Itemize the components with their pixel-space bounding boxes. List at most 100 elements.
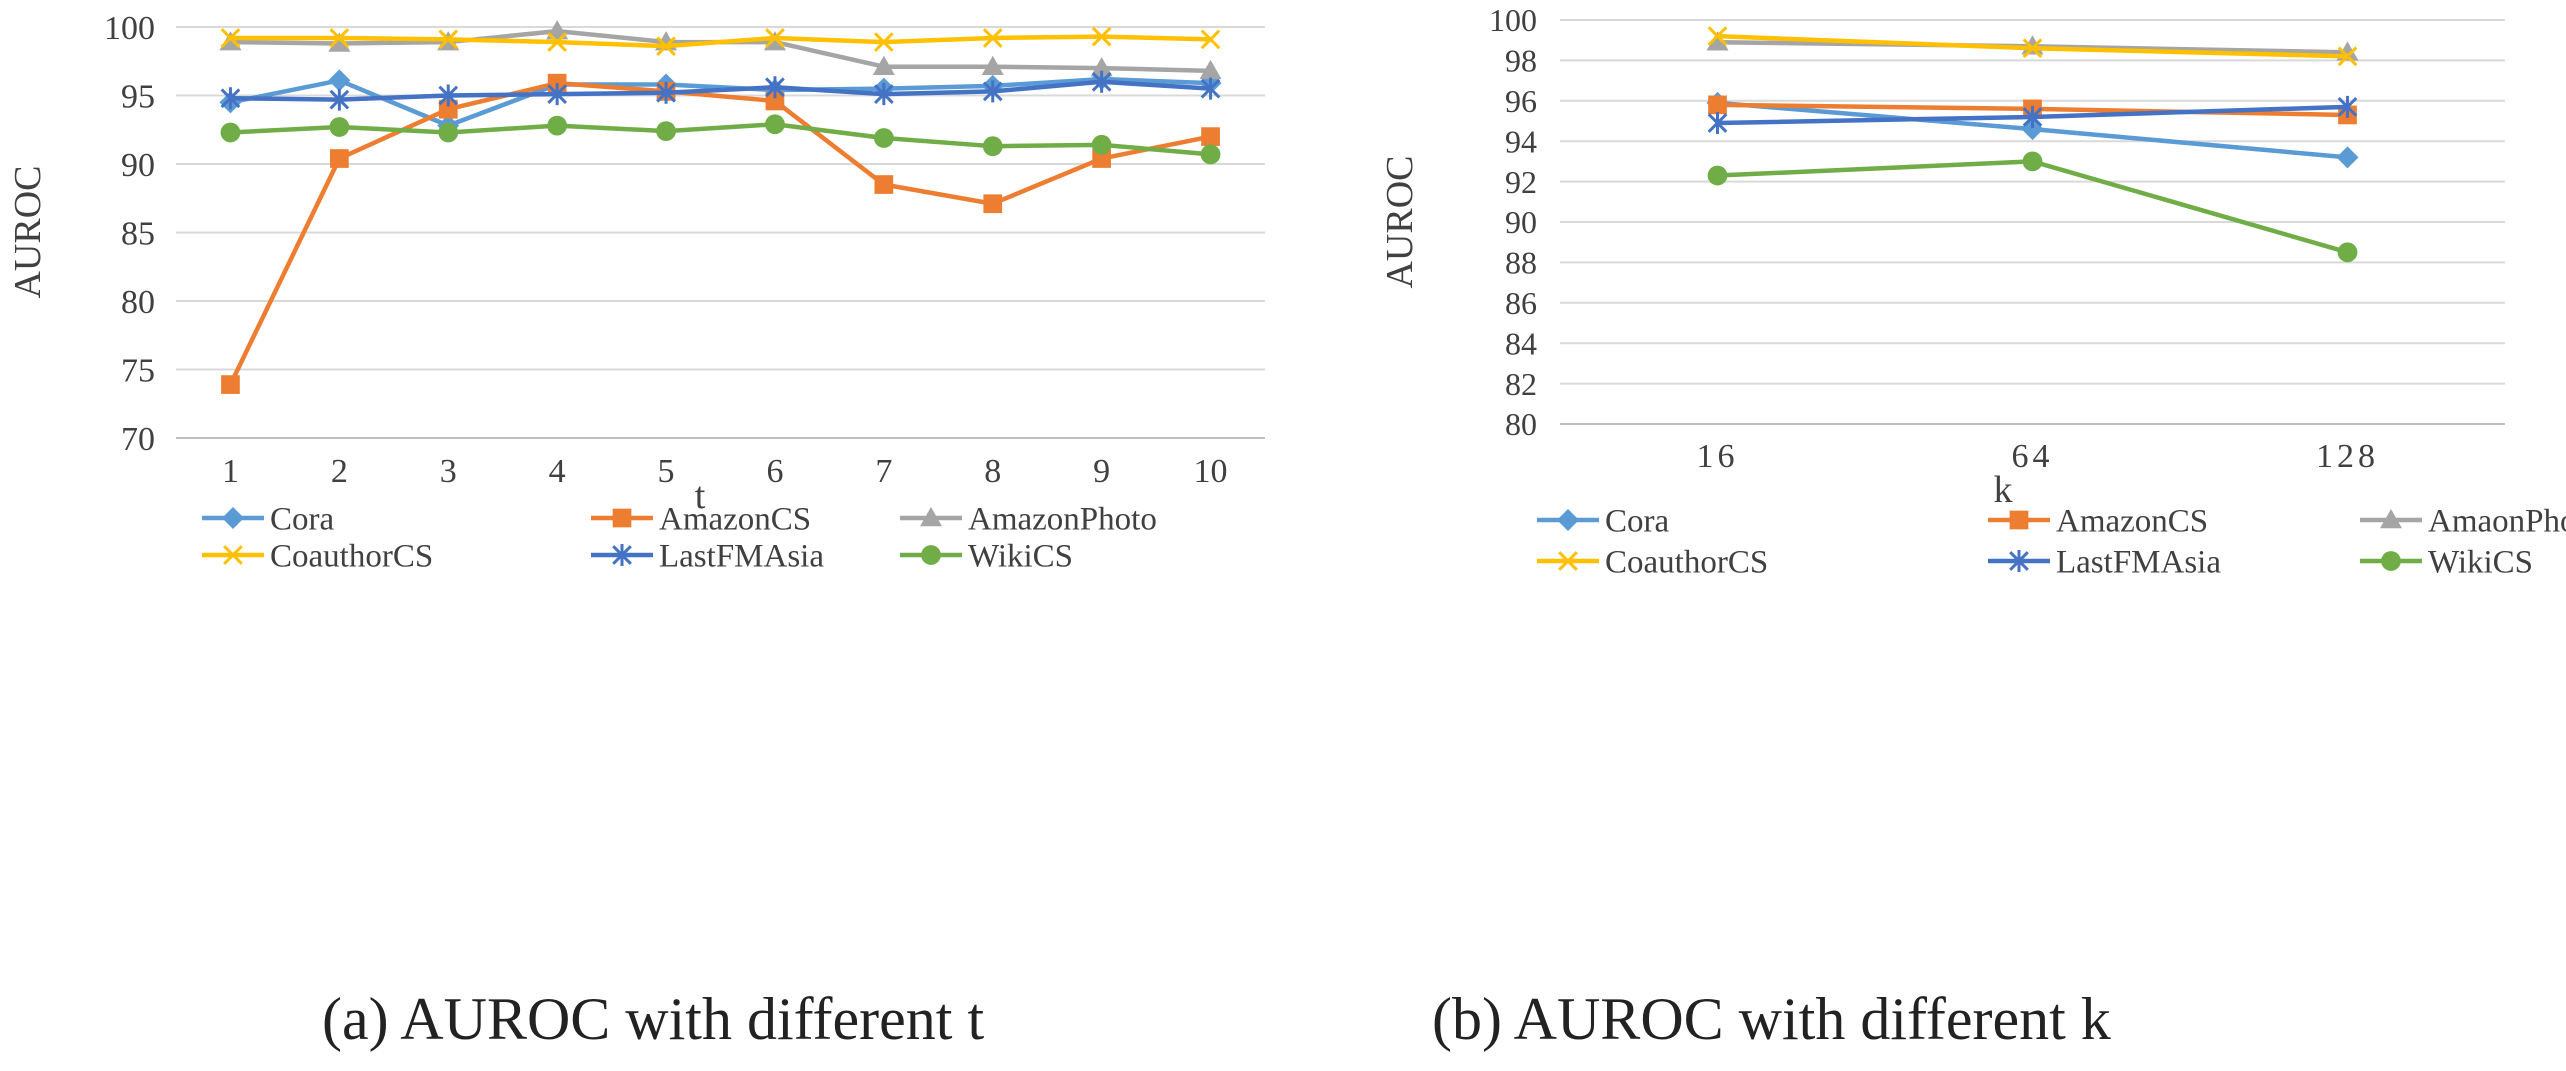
legend-swatch-marker <box>2380 509 2402 529</box>
chart-auroc-k: 80 82 84 86 88 90 92 94 96 98 100 16 64 128 k AUROC Cora… <box>1379 2 2566 580</box>
legend-label: WikiCS <box>2428 545 2533 581</box>
legend-swatch-marker <box>920 507 942 527</box>
data-point-amazoncs <box>221 375 240 394</box>
data-point-amazoncs <box>1708 95 1727 115</box>
data-point-amazoncs <box>765 91 785 111</box>
y-tick-label: 92 <box>1505 164 1537 200</box>
legend-item-amaonphoto: AmaonPhoto <box>2360 504 2566 540</box>
data-point-coauthorcs <box>982 28 1003 48</box>
y-tick-label: 86 <box>1505 285 1537 321</box>
chart-auroc-t: 70 75 80 85 90 95 100 1 2 3 4 5 6 7 8 9 10 t AUROC Cora Amaz… <box>7 10 1265 575</box>
series-lastfmasia <box>220 70 1221 111</box>
y-tick-label: 94 <box>1505 123 1537 159</box>
data-point-wikics <box>438 122 459 143</box>
data-point-amazonphoto <box>1199 59 1222 80</box>
legend-label: WikiCS <box>968 539 1073 575</box>
series-coauthorcs <box>220 26 1221 57</box>
data-point-lastfmasia <box>1707 112 1728 135</box>
y-tick-label: 96 <box>1505 83 1537 119</box>
legend-label: AmazonCS <box>2056 504 2208 540</box>
series-line-wikics <box>228 122 1213 157</box>
legend-item-amazonphoto: AmazonPhoto <box>900 502 1157 538</box>
data-point-amazonphoto <box>1090 57 1113 77</box>
legend-item-wikics: WikiCS <box>900 539 1073 575</box>
data-point-coauthorcs <box>547 32 568 52</box>
x-tick-label: 64 <box>2012 438 2054 475</box>
data-point-amazonphoto <box>328 32 351 52</box>
data-point-lastfmasia <box>1091 70 1112 93</box>
series-line-lastfmasia <box>228 79 1213 102</box>
y-tick-label: 80 <box>1505 406 1537 442</box>
legend-swatch-marker <box>223 545 243 565</box>
data-point-coauthorcs <box>1707 26 1728 47</box>
data-point-wikics <box>329 117 350 137</box>
data-point-wikics <box>547 115 568 136</box>
legend-label: AmazonCS <box>659 502 811 538</box>
data-point-coauthorcs <box>656 36 676 57</box>
x-tick-label: 5 <box>658 453 675 490</box>
series-line-wikics <box>1715 159 2350 255</box>
legend-swatch-marker <box>2009 550 2029 572</box>
data-point-cora <box>328 69 351 92</box>
x-tick-label: 1 <box>222 453 239 490</box>
y-tick-label: 100 <box>104 10 155 47</box>
data-point-amazoncs <box>330 149 349 168</box>
y-tick-label: 88 <box>1505 245 1537 281</box>
legend-label: Cora <box>1605 504 1670 540</box>
y-tick-label: 84 <box>1505 325 1537 361</box>
x-tick-label: 10 <box>1194 453 1228 490</box>
legend-item-wikics: WikiCS <box>2360 545 2533 581</box>
data-point-amazoncs <box>438 99 458 119</box>
x-axis-title: t <box>695 475 706 517</box>
y-tick-label: 80 <box>121 284 155 321</box>
legend-item-coauthorcs: CoauthorCS <box>202 539 433 575</box>
x-tick-label: 3 <box>440 453 457 490</box>
series-amazoncs <box>221 73 1220 394</box>
data-point-wikics <box>765 114 785 135</box>
data-point-lastfmasia <box>2022 105 2043 128</box>
data-point-wikics <box>2022 151 2043 172</box>
legend-swatch-marker <box>2381 551 2401 571</box>
data-point-lastfmasia <box>1200 77 1221 100</box>
data-point-cora <box>2336 146 2359 169</box>
legend-swatch-marker <box>2009 510 2029 530</box>
data-point-amazoncs <box>1092 149 1111 168</box>
x-tick-label: 2 <box>331 453 348 490</box>
y-tick-label: 90 <box>1505 204 1537 240</box>
data-point-amaonphoto <box>1706 31 1729 51</box>
legend-swatch-marker <box>222 507 244 529</box>
data-point-lastfmasia <box>329 88 350 111</box>
data-point-wikics <box>1091 134 1112 155</box>
legend-swatch-marker <box>921 545 941 565</box>
series-line-coauthorcs <box>228 34 1213 49</box>
data-point-wikics <box>2337 242 2358 263</box>
x-tick-label: 6 <box>766 453 783 490</box>
data-point-amazoncs <box>1201 127 1220 146</box>
legend-swatch-marker <box>612 508 632 528</box>
y-tick-label: 82 <box>1505 366 1537 402</box>
caption-auroc-t: (a) AUROC with different t <box>322 986 985 1052</box>
x-tick-label: 8 <box>984 453 1001 490</box>
legend-swatch-marker <box>1557 509 1579 531</box>
data-point-wikics <box>656 121 676 142</box>
x-tick-label: 7 <box>875 453 892 490</box>
data-point-coauthorcs <box>329 28 350 48</box>
data-point-coauthorcs <box>765 28 785 48</box>
data-point-lastfmasia <box>547 83 568 106</box>
legend-item-lastfmasia: LastFMAsia <box>591 539 824 575</box>
data-point-wikics <box>982 136 1003 157</box>
y-tick-label: 100 <box>1489 2 1537 38</box>
y-tick-label: 90 <box>121 147 155 184</box>
y-tick-label: 98 <box>1505 43 1537 79</box>
data-point-lastfmasia <box>765 76 785 99</box>
x-tick-label: 16 <box>1697 438 1739 475</box>
x-tick-label: 128 <box>2316 438 2379 475</box>
data-point-wikics <box>220 122 241 143</box>
data-point-coauthorcs <box>2022 38 2043 59</box>
data-point-lastfmasia <box>656 81 676 104</box>
data-point-amazonphoto <box>872 55 895 75</box>
series-amazonphoto <box>219 20 1222 80</box>
legend-item-lastfmasia: LastFMAsia <box>1988 545 2221 581</box>
y-tick-label: 95 <box>121 78 155 115</box>
